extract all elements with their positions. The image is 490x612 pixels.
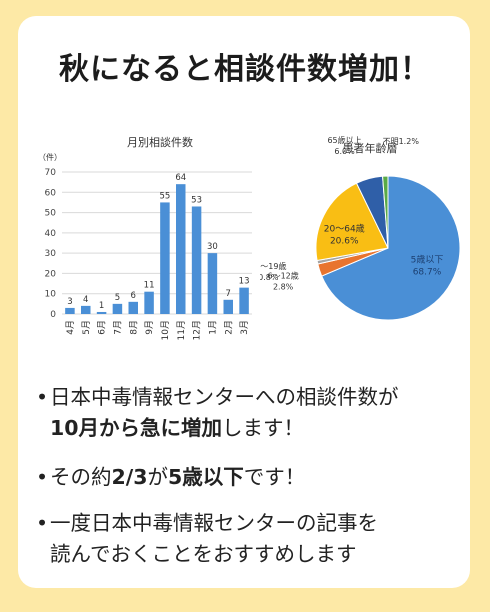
bar-value-label: 3 <box>67 297 72 307</box>
bar <box>239 287 249 314</box>
y-tick-label: 40 <box>45 229 57 239</box>
y-tick-label: 50 <box>45 209 57 219</box>
bar-value-label: 7 <box>226 289 231 299</box>
y-tick-label: 10 <box>45 290 57 300</box>
x-tick-label: 5月 <box>81 320 92 335</box>
pie-slice-value: 20.6% <box>330 237 359 247</box>
y-tick-label: 20 <box>45 269 57 279</box>
x-tick-label: 7月 <box>112 320 123 335</box>
bar-value-label: 55 <box>160 191 171 201</box>
y-tick-label: 30 <box>45 249 57 259</box>
bullet-2-rest: です！ <box>243 465 306 489</box>
bullet-item-2: • その約2/3が5歳以下です！ <box>36 462 466 493</box>
pie-slice-label: 6～12歳 <box>267 271 298 281</box>
bar <box>160 202 170 314</box>
bullet-1-emphasis: 10月から急に増加 <box>50 416 223 440</box>
bar <box>191 206 202 314</box>
bar-value-label: 5 <box>115 293 120 303</box>
bar <box>223 299 233 314</box>
bar-value-label: 30 <box>207 242 218 252</box>
x-tick-label: 9月 <box>144 320 155 335</box>
pie-slice-value: 68.7% <box>413 268 442 278</box>
bar <box>65 307 75 314</box>
bar-value-label: 4 <box>83 295 88 305</box>
bullet-item-1: • 日本中毒情報センターへの相談件数が 10月から急に増加します！ <box>36 382 466 444</box>
pie-slice-label: 13～19歳 <box>260 261 286 271</box>
bar-value-label: 53 <box>191 195 202 205</box>
bullet-2-pre: その約 <box>50 465 112 489</box>
bar-chart-title: 月別相談件数 <box>127 135 193 149</box>
bar <box>112 303 123 314</box>
bullet-item-3: • 一度日本中毒情報センターの記事を 読んでおくことをおすすめします <box>36 508 466 570</box>
y-tick-label: 0 <box>50 310 56 320</box>
pie-slice-value: 2.8% <box>273 283 294 292</box>
y-tick-label: 70 <box>45 168 57 178</box>
pie-slice-label: 20～64歳 <box>324 223 365 235</box>
bar-chart-y-unit: （件） <box>38 152 62 162</box>
x-tick-label: 6月 <box>97 320 108 335</box>
bullet-dot: • <box>36 465 49 489</box>
bar <box>81 305 91 314</box>
bar-value-label: 64 <box>175 173 186 183</box>
bullet-1-line-1: 日本中毒情報センターへの相談件数が <box>50 385 399 409</box>
bullet-dot: • <box>36 385 49 409</box>
bullet-2-fraction: 2/3 <box>111 465 148 489</box>
bar-value-label: 1 <box>99 301 104 311</box>
x-tick-label: 3月 <box>239 320 250 335</box>
pie-slice-value: 0.8% <box>260 273 279 282</box>
pie-slice <box>315 182 389 262</box>
bar-value-label: 6 <box>131 291 136 301</box>
bar <box>144 291 154 314</box>
pie-slice-label: 不明1.2% <box>383 137 420 146</box>
pie-slice <box>382 175 389 249</box>
headline: 秋になると相談件数増加！ <box>59 52 431 87</box>
bullet-3-line-2: 読んでおくことをおすすめします <box>50 542 357 566</box>
bullet-1-line-2-rest: します！ <box>222 416 305 440</box>
pie-slice-label: 65歳以上 <box>327 135 361 145</box>
monthly-consultations-bar-chart: 月別相談件数 （件） 0 10 20 30 40 50 60 70 3 4 1 5 6 11 55 64 53… <box>38 135 252 340</box>
pie-slice-value: 6.0% <box>334 147 355 156</box>
patient-age-pie-chart: 患者年齢層 5歳以下 68.7% 6～12歳 2.8% 13～19歳 0.8% 20～64歳… <box>260 135 461 321</box>
bar <box>96 311 107 314</box>
bullet-dot: • <box>36 511 49 535</box>
x-tick-label: 4月 <box>65 320 76 335</box>
bullet-2-mid: が <box>147 465 169 489</box>
bar-value-label: 11 <box>144 281 155 291</box>
y-tick-label: 60 <box>45 188 57 198</box>
x-tick-label: 1月 <box>207 320 218 335</box>
x-tick-label: 12月 <box>192 320 203 340</box>
pie-slice <box>321 175 461 321</box>
x-tick-label: 11月 <box>176 320 187 340</box>
x-tick-label: 10月 <box>160 320 171 340</box>
pie-slice-label: 5歳以下 <box>411 254 444 266</box>
bullet-2-age: 5歳以下 <box>168 465 244 489</box>
x-tick-label: 8月 <box>128 320 139 335</box>
bar <box>207 253 218 314</box>
pie-chart-title: 患者年齢層 <box>343 141 398 155</box>
bullet-3-line-1: 一度日本中毒情報センターの記事を <box>50 511 378 535</box>
bar-value-label: 13 <box>239 277 250 287</box>
bar <box>176 184 186 314</box>
bar <box>128 301 138 314</box>
x-tick-label: 2月 <box>223 320 234 335</box>
